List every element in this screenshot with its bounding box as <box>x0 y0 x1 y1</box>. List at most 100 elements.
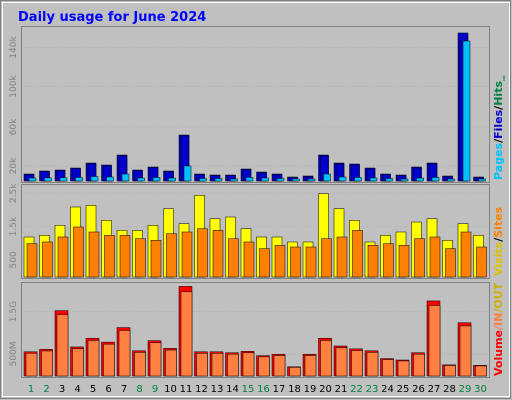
x-tick-label: 11 <box>180 384 193 395</box>
bar-sites <box>274 245 286 278</box>
x-tick-label: 30 <box>474 384 487 395</box>
bar-in <box>165 349 177 377</box>
x-tick-label: 22 <box>350 384 363 395</box>
legend-pages-files-hits: Pages/Files/Hits_ <box>492 75 505 180</box>
bar-pages <box>152 177 161 182</box>
x-tick-label: 20 <box>319 384 332 395</box>
bar-pages <box>90 176 99 182</box>
bar-pages <box>106 176 114 182</box>
bar-pages <box>338 176 347 182</box>
bar-pages <box>416 177 424 182</box>
bar-sites <box>305 246 317 278</box>
y-tick-label: 20k <box>9 157 19 174</box>
x-tick-label: 8 <box>136 384 142 395</box>
y-tick-label: 2.5k <box>9 183 19 203</box>
legend-entry: / <box>492 237 505 242</box>
panel-hits-files-pages: 20k 60k 100k 140k <box>9 26 490 183</box>
x-tick-label: 25 <box>397 384 410 395</box>
x-tick-label: 21 <box>335 384 348 395</box>
legend-entry: Sites <box>492 206 505 237</box>
legend-entry: Hits_ <box>492 75 505 106</box>
bar-pages <box>478 178 486 182</box>
y-tick-label: 60k <box>9 118 19 135</box>
bar-in <box>444 365 456 377</box>
y-tick-label: 500 <box>9 251 19 268</box>
bar-sites <box>212 230 224 278</box>
x-tick-label: 29 <box>459 384 472 395</box>
bar-in <box>180 291 193 377</box>
bar-in <box>351 350 363 377</box>
legend-visits-sites: Visits/Sites <box>492 206 505 276</box>
bar-pages <box>121 173 130 182</box>
bar-sites <box>57 236 69 278</box>
bar-sites <box>243 241 255 278</box>
bar-sites <box>42 241 53 278</box>
bar-in <box>397 360 410 377</box>
x-tick-label: 5 <box>90 384 96 395</box>
x-tick-label: 19 <box>304 384 317 395</box>
bar-in <box>242 352 255 377</box>
bar-in <box>149 342 162 377</box>
bar-sites <box>181 231 193 278</box>
bar-pages <box>261 177 269 182</box>
bar-in <box>118 330 131 377</box>
x-tick-label: 16 <box>257 384 270 395</box>
bar-in <box>304 355 317 377</box>
bar-sites <box>228 238 239 278</box>
legend-volume-in-out: Volume/IN/OUT <box>492 282 505 376</box>
x-tick-label: 28 <box>443 384 456 395</box>
bar-pages <box>245 177 254 182</box>
bar-in <box>56 314 69 377</box>
bar-in <box>25 352 38 377</box>
bar-sites <box>398 245 410 278</box>
x-tick-label: 6 <box>105 384 111 395</box>
bar-pages <box>276 178 285 182</box>
bar-sites <box>26 243 38 278</box>
chart-title: Daily usage for June 2024 <box>18 10 206 25</box>
bar-pages <box>292 178 300 182</box>
bar-sites <box>88 231 100 278</box>
bar-sites <box>73 226 84 278</box>
bar-pages <box>183 165 192 182</box>
bar-pages <box>462 40 471 182</box>
legend-entry: Files <box>492 109 505 139</box>
bar-in <box>413 353 425 377</box>
x-tick-label: 12 <box>195 384 208 395</box>
bar-sites <box>383 243 394 278</box>
legend-entry: /IN <box>492 313 505 330</box>
panel-volume: 500M 1.5G <box>9 282 490 378</box>
x-tick-label: 14 <box>226 384 239 395</box>
bar-in <box>320 340 332 377</box>
bar-in <box>103 343 115 377</box>
x-tick-label: 3 <box>59 384 65 395</box>
bar-in <box>87 340 100 377</box>
bar-in <box>273 355 286 377</box>
bar-pages <box>323 173 331 182</box>
y-tick-label: 1.5G <box>9 301 19 322</box>
bar-sites <box>259 248 270 278</box>
legend-entry: /OUT <box>492 282 505 312</box>
bar-pages <box>354 177 362 182</box>
bar-in <box>289 367 301 377</box>
bar-sites <box>429 236 441 278</box>
x-tick-label: 1 <box>28 384 34 395</box>
bar-pages <box>137 177 145 182</box>
bar-pages <box>369 177 378 182</box>
legend-entry: Visits <box>492 241 505 276</box>
bar-pages <box>230 178 238 182</box>
legend-entry: Pages <box>492 142 505 180</box>
bar-sites <box>336 236 348 278</box>
panel-visits-sites: 500 1.5k 2.5k <box>9 183 490 279</box>
bar-in <box>211 352 224 377</box>
bar-sites <box>119 235 131 278</box>
bar-pages <box>75 177 83 182</box>
y-tick-label: 140k <box>9 36 19 59</box>
bar-sites <box>150 240 162 278</box>
bar-sites <box>166 233 177 278</box>
x-tick-label: 7 <box>121 384 127 395</box>
bar-sites <box>321 238 332 278</box>
bar-pages <box>307 178 316 182</box>
bar-sites <box>445 248 456 278</box>
bar-pages <box>199 178 207 182</box>
